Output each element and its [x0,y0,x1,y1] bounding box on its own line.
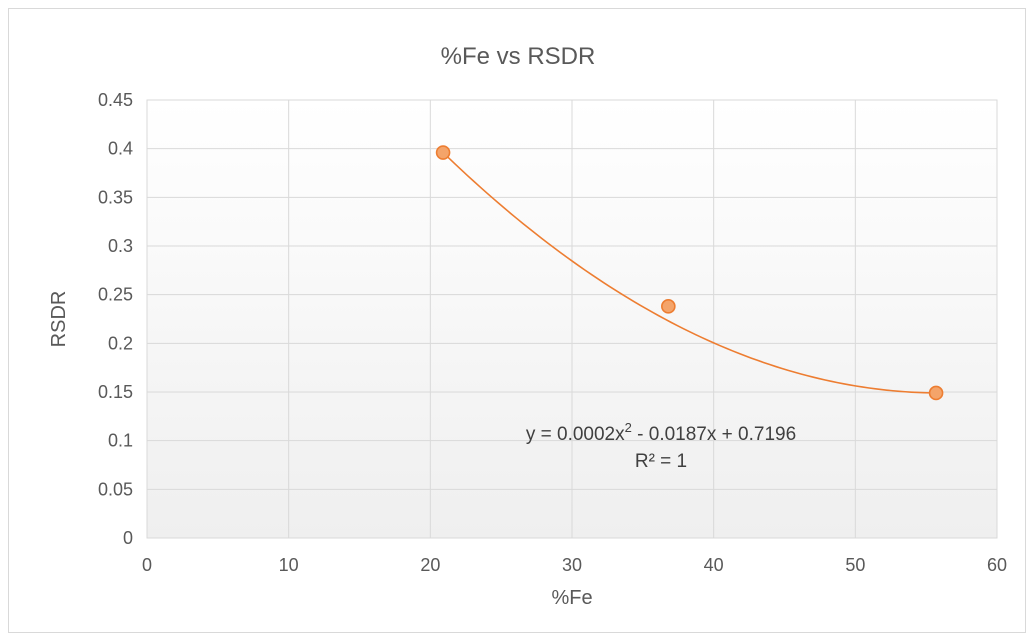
y-axis-title: RSDR [48,291,70,348]
y-tick-label: 0.4 [108,139,133,159]
trendline [442,151,937,394]
y-tick-label: 0.05 [98,479,133,499]
x-tick-label: 50 [845,555,865,575]
x-tick-label: 20 [420,555,440,575]
y-tick-label: 0.2 [108,333,133,353]
y-tick-label: 0.1 [108,431,133,451]
y-tick-label: 0.3 [108,236,133,256]
data-point [928,385,944,401]
chart-svg: 0 10 20 30 40 50 60 0 0.05 0.1 0.15 0.2 0.25 0.3 0.35 0… [48,43,1007,609]
x-tick-label: 60 [987,555,1007,575]
data-point [661,299,676,314]
grid-lines [147,100,997,538]
y-tick-label: 0.15 [98,382,133,402]
y-tick-label: 0 [123,528,133,548]
equation-suffix: - 0.0187x + 0.7196 [632,424,796,445]
y-tick-label: 0.45 [98,90,133,110]
y-tick-label: 0.35 [98,187,133,207]
chart-frame: 0 10 20 30 40 50 60 0 0.05 0.1 0.15 0.2 0.25 0.3 0.35 0… [8,8,1026,633]
x-tick-label: 0 [142,555,152,575]
equation-exponent: 2 [625,420,632,435]
tick-labels: 0 10 20 30 40 50 60 0 0.05 0.1 0.15 0.2 0.25 0.3 0.35 0… [98,90,1007,575]
chart-title: %Fe vs RSDR [441,43,596,70]
trendline-equation: y = 0.0002x2 - 0.0187x + 0.7196 [526,420,796,445]
x-tick-label: 30 [562,555,582,575]
x-axis-title: %Fe [551,587,592,609]
equation-prefix: y = 0.0002x [526,424,625,445]
data-points [435,145,944,401]
y-tick-label: 0.25 [98,285,133,305]
x-tick-label: 40 [704,555,724,575]
x-tick-label: 10 [279,555,299,575]
trendline-r-squared: R² = 1 [635,451,687,472]
data-point [435,145,451,160]
